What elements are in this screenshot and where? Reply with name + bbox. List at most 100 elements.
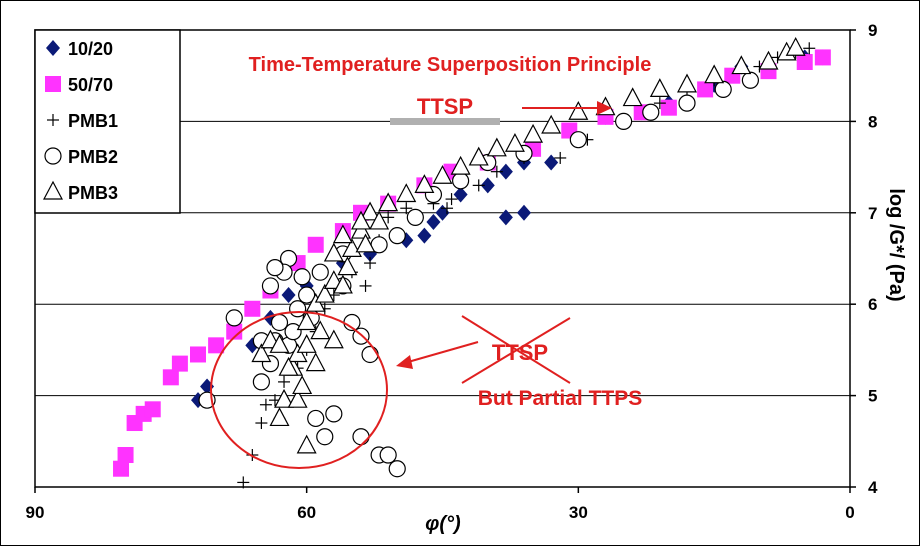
point-diamond bbox=[426, 213, 441, 230]
strike-line-2 bbox=[461, 317, 571, 384]
point-plus bbox=[472, 179, 485, 192]
annotation-ttsp-top: TTSP bbox=[417, 94, 473, 119]
point-square bbox=[208, 337, 225, 354]
series-triangle bbox=[251, 36, 806, 454]
point-circle bbox=[266, 259, 284, 277]
annotation-partial: But Partial TTPS bbox=[478, 387, 643, 410]
legend-marker bbox=[47, 114, 59, 126]
annotation-underline bbox=[390, 118, 500, 125]
point-diamond bbox=[281, 287, 296, 304]
point-triangle bbox=[351, 210, 371, 230]
x-tick-label: 90 bbox=[26, 503, 45, 522]
point-triangle bbox=[704, 64, 725, 84]
x-tick-label: 0 bbox=[845, 503, 854, 522]
point-triangle bbox=[332, 274, 353, 294]
point-plus bbox=[490, 165, 503, 178]
legend: 10/20 50/70 PMB1 PMB2 PMB3 bbox=[34, 29, 181, 214]
point-plus bbox=[237, 476, 250, 489]
point-triangle bbox=[486, 137, 507, 157]
point-square bbox=[190, 346, 206, 363]
point-triangle bbox=[323, 242, 344, 262]
annotation-arrowhead-partial bbox=[396, 355, 413, 369]
point-triangle bbox=[292, 375, 313, 395]
point-plus bbox=[359, 279, 372, 292]
point-plus bbox=[382, 211, 395, 224]
point-triangle bbox=[296, 311, 317, 331]
point-square bbox=[162, 369, 179, 386]
point-triangle bbox=[296, 334, 317, 353]
point-circle bbox=[615, 112, 633, 131]
point-triangle bbox=[310, 320, 331, 340]
legend-label: PMB3 bbox=[68, 183, 118, 203]
point-triangle bbox=[622, 87, 643, 107]
point-triangle bbox=[269, 407, 290, 427]
point-diamond bbox=[245, 337, 260, 354]
point-triangle bbox=[355, 233, 376, 253]
point-circle bbox=[270, 313, 289, 332]
point-circle bbox=[714, 80, 732, 99]
point-triangle bbox=[432, 164, 453, 184]
point-circle bbox=[569, 131, 587, 149]
point-square bbox=[660, 99, 677, 116]
point-triangle bbox=[649, 78, 670, 98]
point-square bbox=[113, 460, 130, 477]
annotation-arrow-partial bbox=[407, 341, 479, 363]
point-circle bbox=[284, 323, 302, 341]
x-tick-label: 60 bbox=[297, 503, 316, 522]
point-square bbox=[117, 447, 134, 464]
point-circle bbox=[293, 268, 311, 286]
highlight-ellipse bbox=[210, 311, 388, 469]
point-circle bbox=[406, 208, 424, 226]
point-circle bbox=[379, 446, 397, 464]
point-square bbox=[171, 355, 188, 372]
point-triangle bbox=[468, 146, 489, 166]
y-tick-label: 4 bbox=[868, 478, 878, 497]
point-triangle bbox=[323, 329, 344, 349]
y-tick-label: 9 bbox=[868, 21, 877, 40]
point-plus bbox=[255, 417, 268, 430]
point-triangle bbox=[450, 155, 471, 175]
legend-label: 10/20 bbox=[68, 39, 113, 59]
point-triangle bbox=[287, 343, 308, 363]
point-square bbox=[226, 323, 243, 340]
legend-marker bbox=[46, 40, 60, 56]
point-triangle bbox=[332, 224, 353, 244]
point-triangle bbox=[378, 192, 399, 212]
point-circle bbox=[289, 300, 307, 318]
y-tick-labels: 4 5 6 7 8 9 bbox=[850, 21, 878, 497]
point-triangle bbox=[305, 352, 326, 372]
point-triangle bbox=[731, 55, 752, 75]
annotation-arrowhead-top bbox=[597, 101, 612, 115]
point-diamond bbox=[498, 209, 513, 226]
point-circle bbox=[388, 460, 406, 478]
point-diamond bbox=[417, 227, 432, 244]
point-circle bbox=[352, 428, 370, 446]
point-triangle bbox=[568, 100, 589, 120]
point-circle bbox=[741, 71, 759, 89]
legend-label: PMB2 bbox=[68, 147, 118, 167]
point-circle bbox=[252, 373, 270, 391]
point-triangle bbox=[677, 73, 697, 93]
annotations: Time-Temperature Superposition Principle… bbox=[210, 54, 651, 469]
point-triangle bbox=[541, 114, 562, 134]
point-circle bbox=[316, 428, 334, 446]
point-circle bbox=[388, 227, 406, 245]
point-triangle bbox=[369, 210, 390, 230]
point-triangle bbox=[360, 201, 381, 221]
point-plus bbox=[278, 375, 291, 388]
point-circle bbox=[325, 405, 343, 423]
point-triangle bbox=[287, 388, 308, 408]
point-triangle bbox=[278, 356, 299, 376]
point-triangle bbox=[414, 174, 435, 193]
legend-marker bbox=[45, 76, 61, 92]
point-circle bbox=[452, 172, 470, 190]
point-plus bbox=[445, 193, 458, 206]
point-circle bbox=[261, 277, 280, 295]
point-triangle bbox=[296, 434, 317, 454]
point-circle bbox=[225, 309, 243, 327]
point-triangle bbox=[504, 132, 525, 152]
point-square bbox=[697, 81, 714, 98]
point-diamond bbox=[498, 163, 513, 180]
